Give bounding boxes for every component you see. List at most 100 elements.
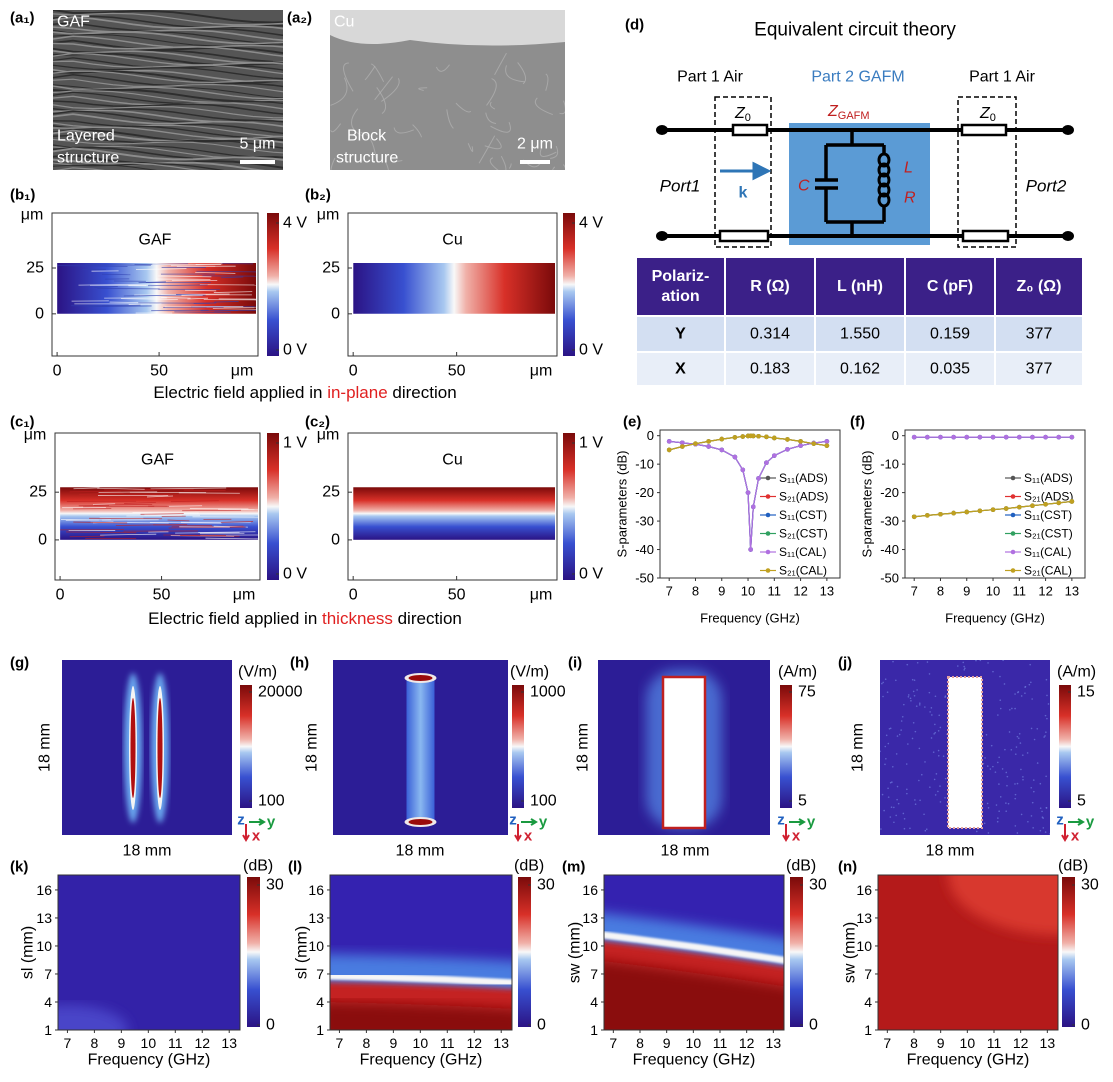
legend-label: S₂₁(CAL): [1024, 564, 1072, 578]
field-speckle: [1014, 797, 1017, 800]
heatmap: [878, 875, 1058, 1030]
field-speckle: [992, 765, 994, 768]
sem-grain: [330, 123, 342, 133]
series-marker: [740, 467, 746, 473]
series-marker: [1030, 503, 1035, 509]
field-speckle: [906, 663, 909, 666]
field-speckle: [1046, 717, 1048, 720]
y-tick-label: 25: [322, 260, 340, 277]
field-speckle: [919, 799, 921, 802]
sem-layer: [53, 42, 283, 57]
y-tick-label: 13: [308, 910, 324, 926]
field-speckle: [910, 700, 912, 702]
colorbar: [790, 877, 803, 1027]
field-speckle: [926, 661, 929, 663]
field-speckle: [1044, 714, 1047, 717]
table-cell-text: 1.550: [840, 326, 880, 343]
field-speckle: [1020, 695, 1023, 697]
field-speckle: [994, 771, 997, 773]
field-speckle: [901, 715, 904, 718]
field-speckle: [1044, 735, 1046, 737]
field-streak: [167, 505, 203, 507]
panel-label: (a₂): [287, 10, 312, 27]
sem-grain: [505, 65, 525, 83]
sem-grain: [371, 63, 385, 82]
y-tick-label: -20: [635, 485, 654, 500]
field-speckle: [1031, 801, 1034, 804]
x-tick-label: 50: [153, 587, 171, 604]
capacitor-label: C: [798, 178, 810, 195]
sem-layer: [53, 31, 283, 45]
x-tick-label: 10: [413, 1035, 429, 1051]
table-header: R (Ω): [750, 278, 789, 295]
series-marker: [824, 439, 830, 444]
sem-edge: [330, 10, 565, 46]
field-streak: [170, 500, 219, 503]
heatmap-fill: [58, 1005, 128, 1030]
table-cell-text: 377: [1026, 361, 1053, 378]
y-tick-label: 7: [316, 966, 324, 982]
y-axis-label: 18 mm: [37, 723, 54, 772]
field-speckle: [1022, 776, 1024, 778]
plot-frame: [659, 429, 841, 579]
field-speckle: [1020, 813, 1023, 816]
panel-label: (e): [623, 414, 641, 431]
table-cell-text: 0.159: [930, 326, 970, 343]
colorbar-label: 30: [809, 877, 827, 894]
field-speckle: [1027, 820, 1029, 823]
axis-arrow: [242, 824, 250, 842]
y-unit: μm: [317, 207, 340, 224]
field-speckle: [914, 799, 916, 801]
sem-grain: [376, 87, 387, 114]
field-map: [62, 660, 232, 835]
panel-label: (f): [850, 414, 865, 431]
field-speckle: [933, 778, 936, 781]
sem-layer: [53, 126, 283, 140]
y-tick-label: 10: [856, 938, 872, 954]
y-axis-label: sl (mm): [294, 926, 311, 979]
field-speckle: [1005, 810, 1007, 813]
terminal: [1062, 231, 1074, 241]
y-tick-label: -50: [635, 571, 654, 586]
field-speckle: [1045, 775, 1047, 778]
field-speckle: [1031, 698, 1033, 700]
field-speckle: [1041, 816, 1044, 818]
x-tick-label: 13: [493, 1035, 509, 1051]
field-streak: [73, 521, 128, 524]
field-speckle: [1014, 753, 1017, 755]
field-speckle: [881, 682, 883, 685]
field-speckle: [884, 678, 887, 681]
field-speckle: [913, 694, 916, 697]
field-speckle: [1049, 833, 1050, 835]
x-axis-label: 18 mm: [926, 843, 975, 860]
x-axis-label: Frequency (GHz): [88, 1052, 211, 1069]
field-streak: [220, 521, 254, 523]
field-speckle: [886, 691, 889, 693]
plot-frame: [877, 874, 1059, 1031]
field-speckle: [893, 806, 895, 809]
field-speckle: [964, 667, 966, 670]
x-tick-label: 8: [692, 584, 699, 599]
field-speckle: [939, 785, 941, 787]
x-tick-label: 12: [194, 1035, 210, 1051]
y-tick-label: -10: [880, 457, 899, 472]
field-speckle: [1006, 775, 1009, 778]
colorbar-label: 30: [1081, 877, 1099, 894]
field-speckle: [1036, 762, 1039, 764]
field-speckle: [896, 735, 899, 737]
y-tick-label: -40: [635, 542, 654, 557]
legend-label: S₂₁(CAL): [779, 564, 827, 578]
x-tick-label: 0: [53, 363, 62, 380]
y-tick-label: 25: [29, 484, 47, 501]
field-speckle: [990, 744, 993, 747]
y-axis-label: sw (mm): [567, 922, 584, 983]
table-cell: [724, 351, 816, 387]
field-speckle: [880, 828, 882, 830]
heatmap: [330, 875, 512, 1030]
field-speckle: [889, 727, 892, 730]
sem-grain: [545, 73, 549, 91]
field-speckle: [918, 779, 920, 782]
y-tick-label: -40: [880, 542, 899, 557]
y-axis-label: 18 mm: [850, 723, 867, 772]
